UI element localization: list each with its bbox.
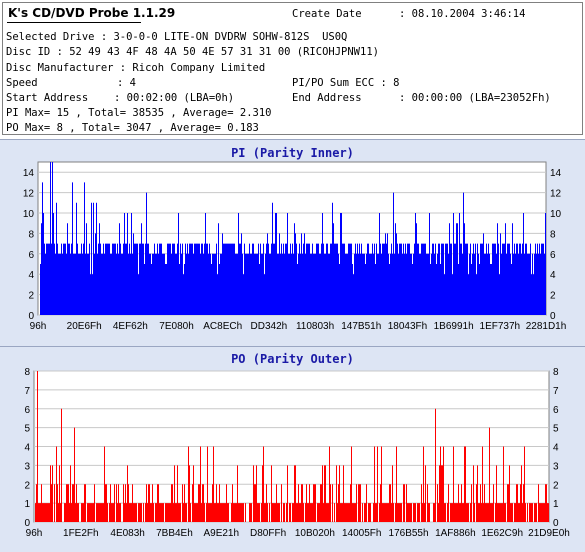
- x-tick-label: 96h: [30, 321, 47, 332]
- pi-chart-title: PI (Parity Inner): [231, 146, 354, 160]
- y-tick-label-left: 0: [28, 311, 34, 322]
- po-chart: 0 0 1 1 2 2 3 3 4 4 5 5 6 6 7 7 8 8 96h 1FE2Fh 4E083h 7BB4Eh A…: [24, 367, 570, 539]
- x-tick-label: 1FE2Fh: [63, 528, 99, 539]
- y-tick-label-right: 6: [550, 250, 556, 261]
- pipo-sum-ecc: PI/PO Sum ECC : 8: [292, 77, 400, 89]
- speed-label: Speed: [6, 77, 38, 89]
- y-tick-label-right: 1: [553, 499, 559, 510]
- x-tick-label: 10B020h: [295, 528, 335, 539]
- create-date-value: : 08.10.2004 3:46:14: [399, 8, 526, 20]
- x-tick-label: D80FFh: [250, 528, 286, 539]
- po-stats: PO Max= 8 , Total= 3047 , Average= 0.183: [6, 122, 259, 134]
- y-tick-label-left: 7: [24, 386, 30, 397]
- x-tick-label: 4E083h: [110, 528, 144, 539]
- y-tick-label-right: 0: [550, 311, 556, 322]
- y-tick-label-left: 6: [24, 405, 30, 416]
- pi-chart: 0 0 2 2 4 4 6 6 8 8 10 10 12 12 14 14 96h 20E6Fh 4EF62h 7E0…: [23, 161, 567, 332]
- y-tick-label-left: 8: [28, 229, 34, 240]
- x-tick-label: 7E080h: [159, 321, 193, 332]
- info-panel: K's CD/DVD Probe 1.1.29 Create Date : 08…: [2, 2, 583, 135]
- y-tick-label-left: 1: [24, 499, 30, 510]
- po-chart-panel: PO (Parity Outer) 0 0 1 1 2 2 3 3 4 4 5 5 6 6 7 7 8 8 96h 1…: [0, 346, 585, 552]
- y-tick-label-right: 8: [550, 229, 556, 240]
- x-tick-label: 1B6991h: [434, 321, 474, 332]
- pi-stats: PI Max= 15 , Total= 38535 , Average= 2.3…: [6, 107, 272, 119]
- x-tick-label: 147B51h: [341, 321, 381, 332]
- y-tick-label-left: 2: [28, 291, 34, 302]
- x-tick-label: A9E21h: [203, 528, 239, 539]
- start-address-value: : 00:02:00 (LBA=0h): [114, 92, 235, 104]
- end-address-value: : 00:00:00 (LBA=23052Fh): [399, 92, 551, 104]
- y-tick-label-left: 6: [28, 250, 34, 261]
- selected-drive: Selected Drive : 3-0-0-0 LITE-ON DVDRW S…: [6, 31, 348, 43]
- x-tick-label: 1AF886h: [435, 528, 476, 539]
- create-date-label: Create Date: [292, 8, 362, 20]
- y-tick-label-right: 14: [550, 168, 562, 179]
- x-tick-label: 20E6Fh: [67, 321, 102, 332]
- y-tick-label-right: 2: [553, 480, 559, 491]
- y-tick-label-right: 8: [553, 367, 559, 378]
- x-tick-label: 14005Fh: [342, 528, 381, 539]
- y-tick-label-left: 3: [24, 461, 30, 472]
- y-tick-label-right: 3: [553, 461, 559, 472]
- disc-manufacturer: Disc Manufacturer : Ricoh Company Limite…: [6, 62, 266, 74]
- y-tick-label-right: 10: [550, 209, 562, 220]
- speed-value: : 4: [117, 77, 136, 89]
- x-tick-label: AC8ECh: [203, 321, 242, 332]
- y-tick-label-left: 4: [24, 443, 30, 454]
- x-tick-label: 2281D1h: [526, 321, 567, 332]
- y-tick-label-left: 10: [23, 209, 35, 220]
- y-tick-label-right: 4: [553, 443, 559, 454]
- x-tick-label: 18043Fh: [388, 321, 427, 332]
- x-tick-label: 110803h: [296, 321, 334, 332]
- po-chart-title: PO (Parity Outer): [231, 352, 354, 366]
- start-address-label: Start Address: [6, 92, 89, 104]
- y-tick-label-right: 2: [550, 291, 556, 302]
- x-tick-label: 96h: [26, 528, 43, 539]
- y-tick-label-right: 0: [553, 518, 559, 529]
- title-underline: [7, 22, 141, 23]
- x-tick-label: 1EF737h: [480, 321, 521, 332]
- x-tick-label: 21D9E0h: [528, 528, 570, 539]
- disc-id: Disc ID : 52 49 43 4F 48 4A 50 4E 57 31 …: [6, 46, 379, 58]
- y-tick-label-left: 4: [28, 270, 34, 281]
- y-tick-label-right: 7: [553, 386, 559, 397]
- y-tick-label-left: 8: [24, 367, 30, 378]
- y-tick-label-left: 12: [23, 189, 35, 200]
- x-tick-label: DD342h: [251, 321, 288, 332]
- pi-chart-panel: PI (Parity Inner) 0 0 2 2 4 4 6 6 8 8 10 10 12 12 14 14…: [0, 139, 585, 346]
- y-tick-label-left: 14: [23, 168, 35, 179]
- x-tick-label: 176B55h: [389, 528, 429, 539]
- y-tick-label-left: 2: [24, 480, 30, 491]
- app-title: K's CD/DVD Probe 1.1.29: [8, 6, 176, 20]
- y-tick-label-right: 12: [550, 189, 562, 200]
- x-tick-label: 1E62C9h: [481, 528, 523, 539]
- x-tick-label: 4EF62h: [113, 321, 148, 332]
- end-address-label: End Address: [292, 92, 362, 104]
- y-tick-label-right: 5: [553, 424, 559, 435]
- y-tick-label-left: 0: [24, 518, 30, 529]
- y-tick-label-right: 6: [553, 405, 559, 416]
- x-tick-label: 7BB4Eh: [156, 528, 193, 539]
- y-tick-label-right: 4: [550, 270, 556, 281]
- y-tick-label-left: 5: [24, 424, 30, 435]
